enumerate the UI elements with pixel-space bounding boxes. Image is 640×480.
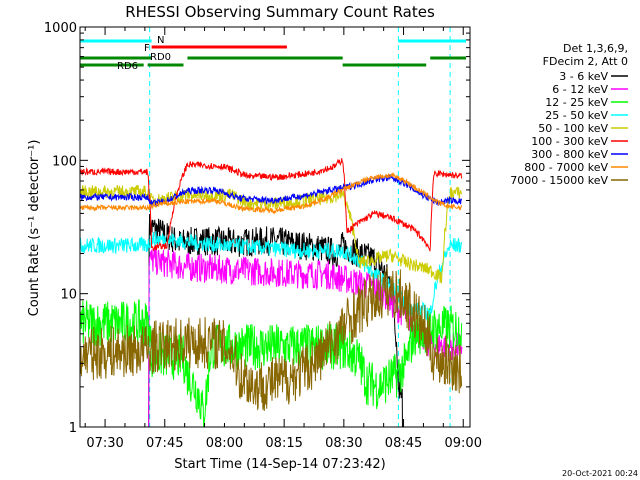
series-line-2 — [80, 299, 463, 427]
y-axis-label: Count Rate (s⁻¹ detector⁻¹) — [27, 140, 42, 317]
x-tick-label: 08:45 — [385, 436, 422, 451]
chart-title: RHESSI Observing Summary Count Rates — [125, 3, 435, 21]
series-6 — [80, 174, 463, 207]
series-line-8 — [80, 266, 463, 411]
legend-header: FDecim 2, Att 0 — [543, 55, 628, 68]
status-label-rd0: RD0 — [150, 52, 171, 63]
series-line-1 — [148, 246, 463, 427]
legend-entry: 3 - 6 keV — [559, 70, 608, 83]
series-7 — [80, 172, 463, 215]
y-tick-label: 100 — [52, 154, 77, 169]
footer-date: 20-Oct-2021 00:24 — [562, 469, 638, 478]
plot-area — [80, 27, 467, 427]
series-5 — [80, 158, 463, 252]
y-tick-label: 1 — [69, 421, 77, 436]
series-2 — [80, 299, 463, 427]
legend-entry: 6 - 12 keV — [552, 83, 608, 96]
status-label-rd6: RD6 — [117, 61, 138, 72]
x-tick-label: 08:15 — [265, 436, 302, 451]
plot-frame — [79, 26, 471, 428]
x-axis-label: Start Time (14-Sep-14 07:23:42) — [174, 457, 385, 472]
status-label-f: F — [144, 43, 150, 54]
series-line-7 — [80, 172, 463, 215]
legend-entry: 50 - 100 keV — [538, 122, 608, 135]
legend-entry: 25 - 50 keV — [545, 109, 608, 122]
x-tick-label: 08:30 — [325, 436, 362, 451]
y-tick-label: 1000 — [44, 21, 77, 36]
x-tick-label: 09:00 — [445, 436, 482, 451]
series-8 — [80, 266, 463, 411]
legend-header: Det 1,3,6,9, — [563, 42, 628, 55]
series-line-3 — [80, 230, 463, 321]
series-line-6 — [80, 174, 463, 207]
legend-entry: 800 - 7000 keV — [524, 161, 608, 174]
series-line-5 — [80, 158, 463, 252]
legend-entry: 100 - 300 keV — [531, 135, 608, 148]
legend-entry: 300 - 800 keV — [531, 148, 608, 161]
y-tick-label: 10 — [60, 288, 77, 303]
series-3 — [80, 230, 463, 321]
status-label-n: N — [157, 35, 164, 46]
series-1 — [148, 246, 463, 427]
series-4 — [80, 184, 463, 284]
x-tick-label: 07:30 — [86, 436, 123, 451]
legend-entry: 12 - 25 keV — [545, 96, 608, 109]
legend-entry: 7000 - 15000 keV — [510, 174, 608, 187]
x-tick-label: 08:00 — [206, 436, 243, 451]
series-line-4 — [80, 184, 463, 284]
x-tick-label: 07:45 — [146, 436, 183, 451]
